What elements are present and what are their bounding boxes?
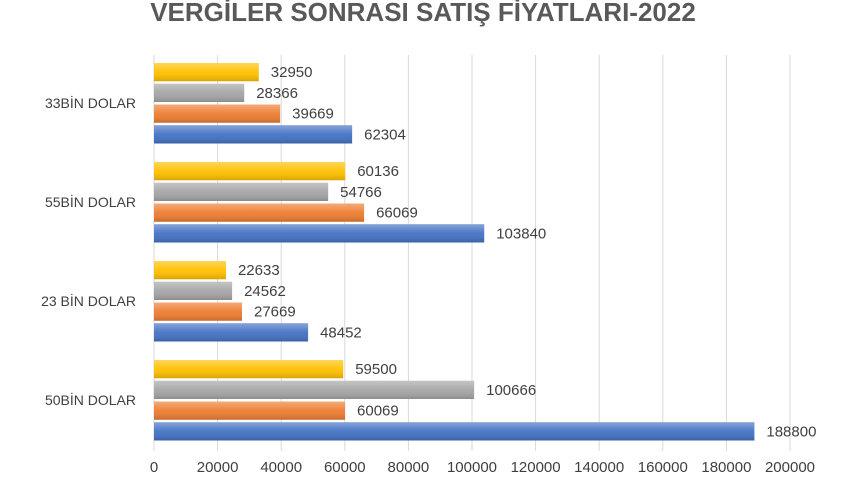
value-label: 22633: [238, 262, 280, 279]
value-label: 103840: [496, 225, 546, 242]
x-tick-label: 60000: [324, 459, 366, 476]
bar-shine: [154, 302, 242, 321]
bar-shine: [154, 323, 309, 342]
value-label: 60136: [357, 163, 399, 180]
y-tick-label: 55BİN DOLAR: [45, 193, 136, 210]
x-tick-label: 160000: [638, 459, 688, 476]
value-label: 188800: [766, 423, 816, 440]
bar-shine: [154, 63, 259, 82]
bar-shine: [154, 224, 485, 243]
x-tick-label: 20000: [197, 459, 239, 476]
x-tick-label: 200000: [765, 459, 815, 476]
bar-shine: [154, 360, 344, 379]
bar-shine: [154, 380, 475, 399]
x-tick-label: 80000: [388, 459, 430, 476]
x-tick-label: 100000: [447, 459, 497, 476]
x-tick-label: 120000: [511, 459, 561, 476]
value-label: 66069: [376, 205, 418, 222]
bar-shine: [154, 422, 755, 441]
value-label: 100666: [486, 382, 536, 399]
y-tick-label: 33BİN DOLAR: [45, 94, 136, 111]
bar-shine: [154, 401, 346, 420]
value-label: 27669: [254, 304, 296, 321]
value-label: 62304: [364, 126, 406, 143]
bar-shine: [154, 203, 365, 222]
value-label: 39669: [292, 106, 334, 123]
bar-shine: [154, 182, 329, 201]
value-label: 48452: [320, 324, 362, 341]
bar-shine: [154, 281, 233, 300]
x-tick-label: 40000: [260, 459, 302, 476]
x-tick-label: 0: [150, 459, 158, 476]
bar-shine: [154, 125, 353, 144]
value-label: 54766: [340, 184, 382, 201]
chart-title: VERGİLER SONRASI SATIŞ FİYATLARI-2022: [150, 0, 696, 27]
bar-shine: [154, 261, 226, 280]
bar-shine: [154, 162, 346, 181]
x-tick-label: 140000: [574, 459, 624, 476]
value-label: 32950: [271, 64, 313, 81]
x-tick-label: 180000: [701, 459, 751, 476]
y-tick-label: 23 BİN DOLAR: [41, 292, 136, 309]
value-label: 24562: [244, 283, 286, 300]
value-label: 60069: [357, 403, 399, 420]
value-label: 59500: [355, 361, 397, 378]
bar-shine: [154, 83, 245, 102]
y-tick-label: 50BİN DOLAR: [45, 391, 136, 408]
bar-shine: [154, 104, 281, 123]
value-label: 28366: [256, 85, 298, 102]
